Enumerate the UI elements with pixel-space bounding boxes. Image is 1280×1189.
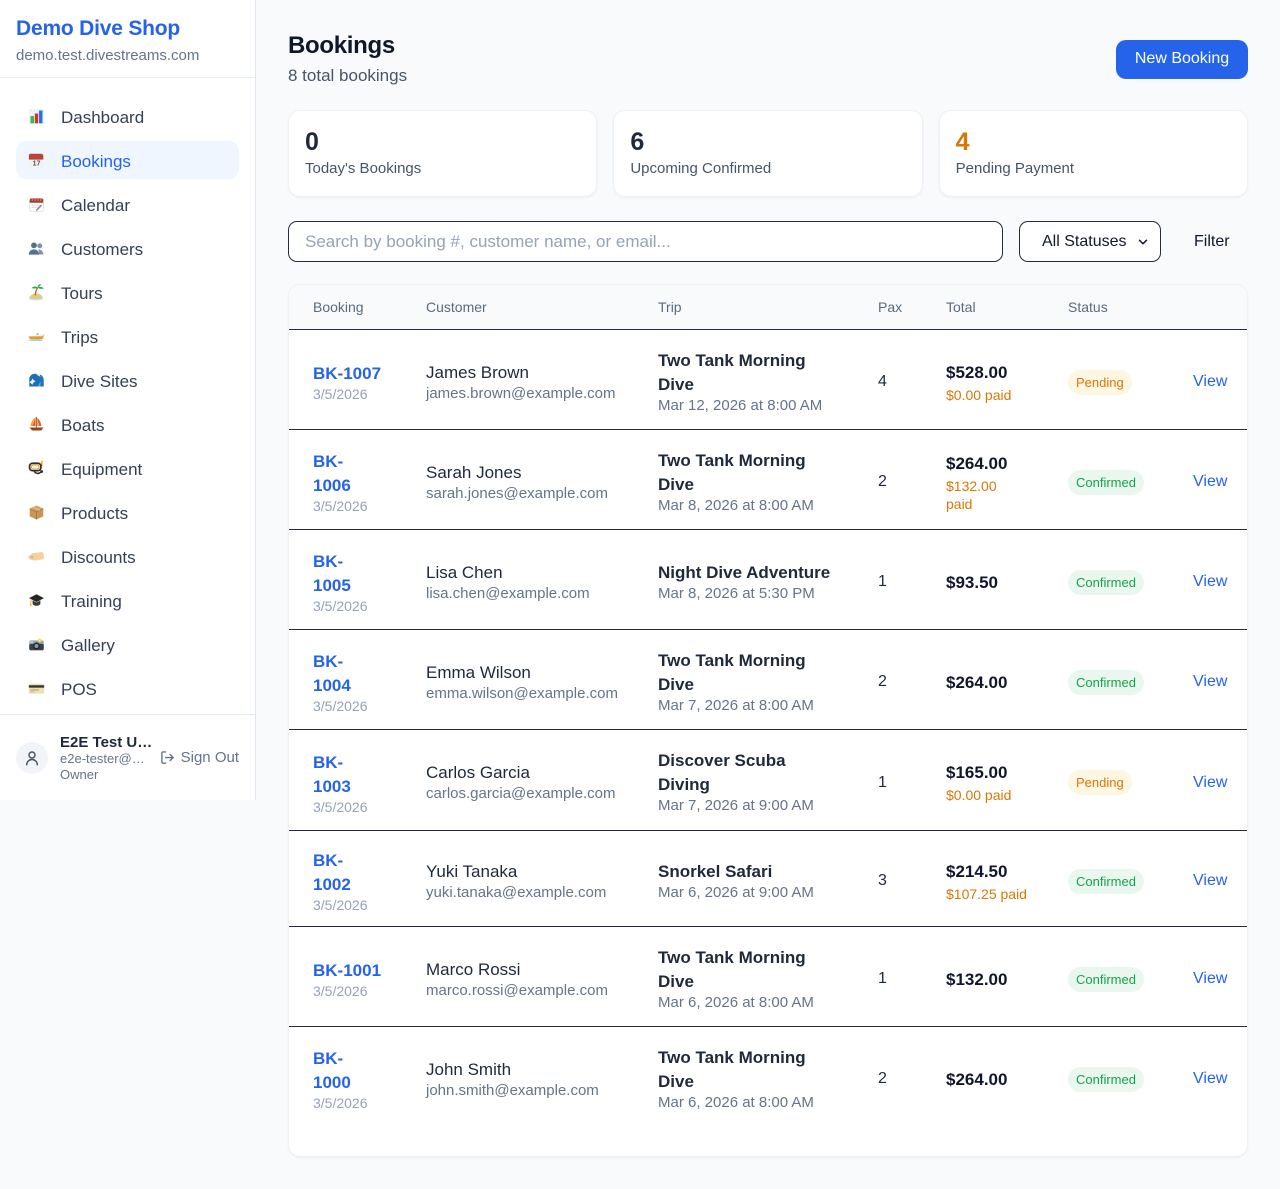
svg-text:17: 17 <box>32 158 40 167</box>
